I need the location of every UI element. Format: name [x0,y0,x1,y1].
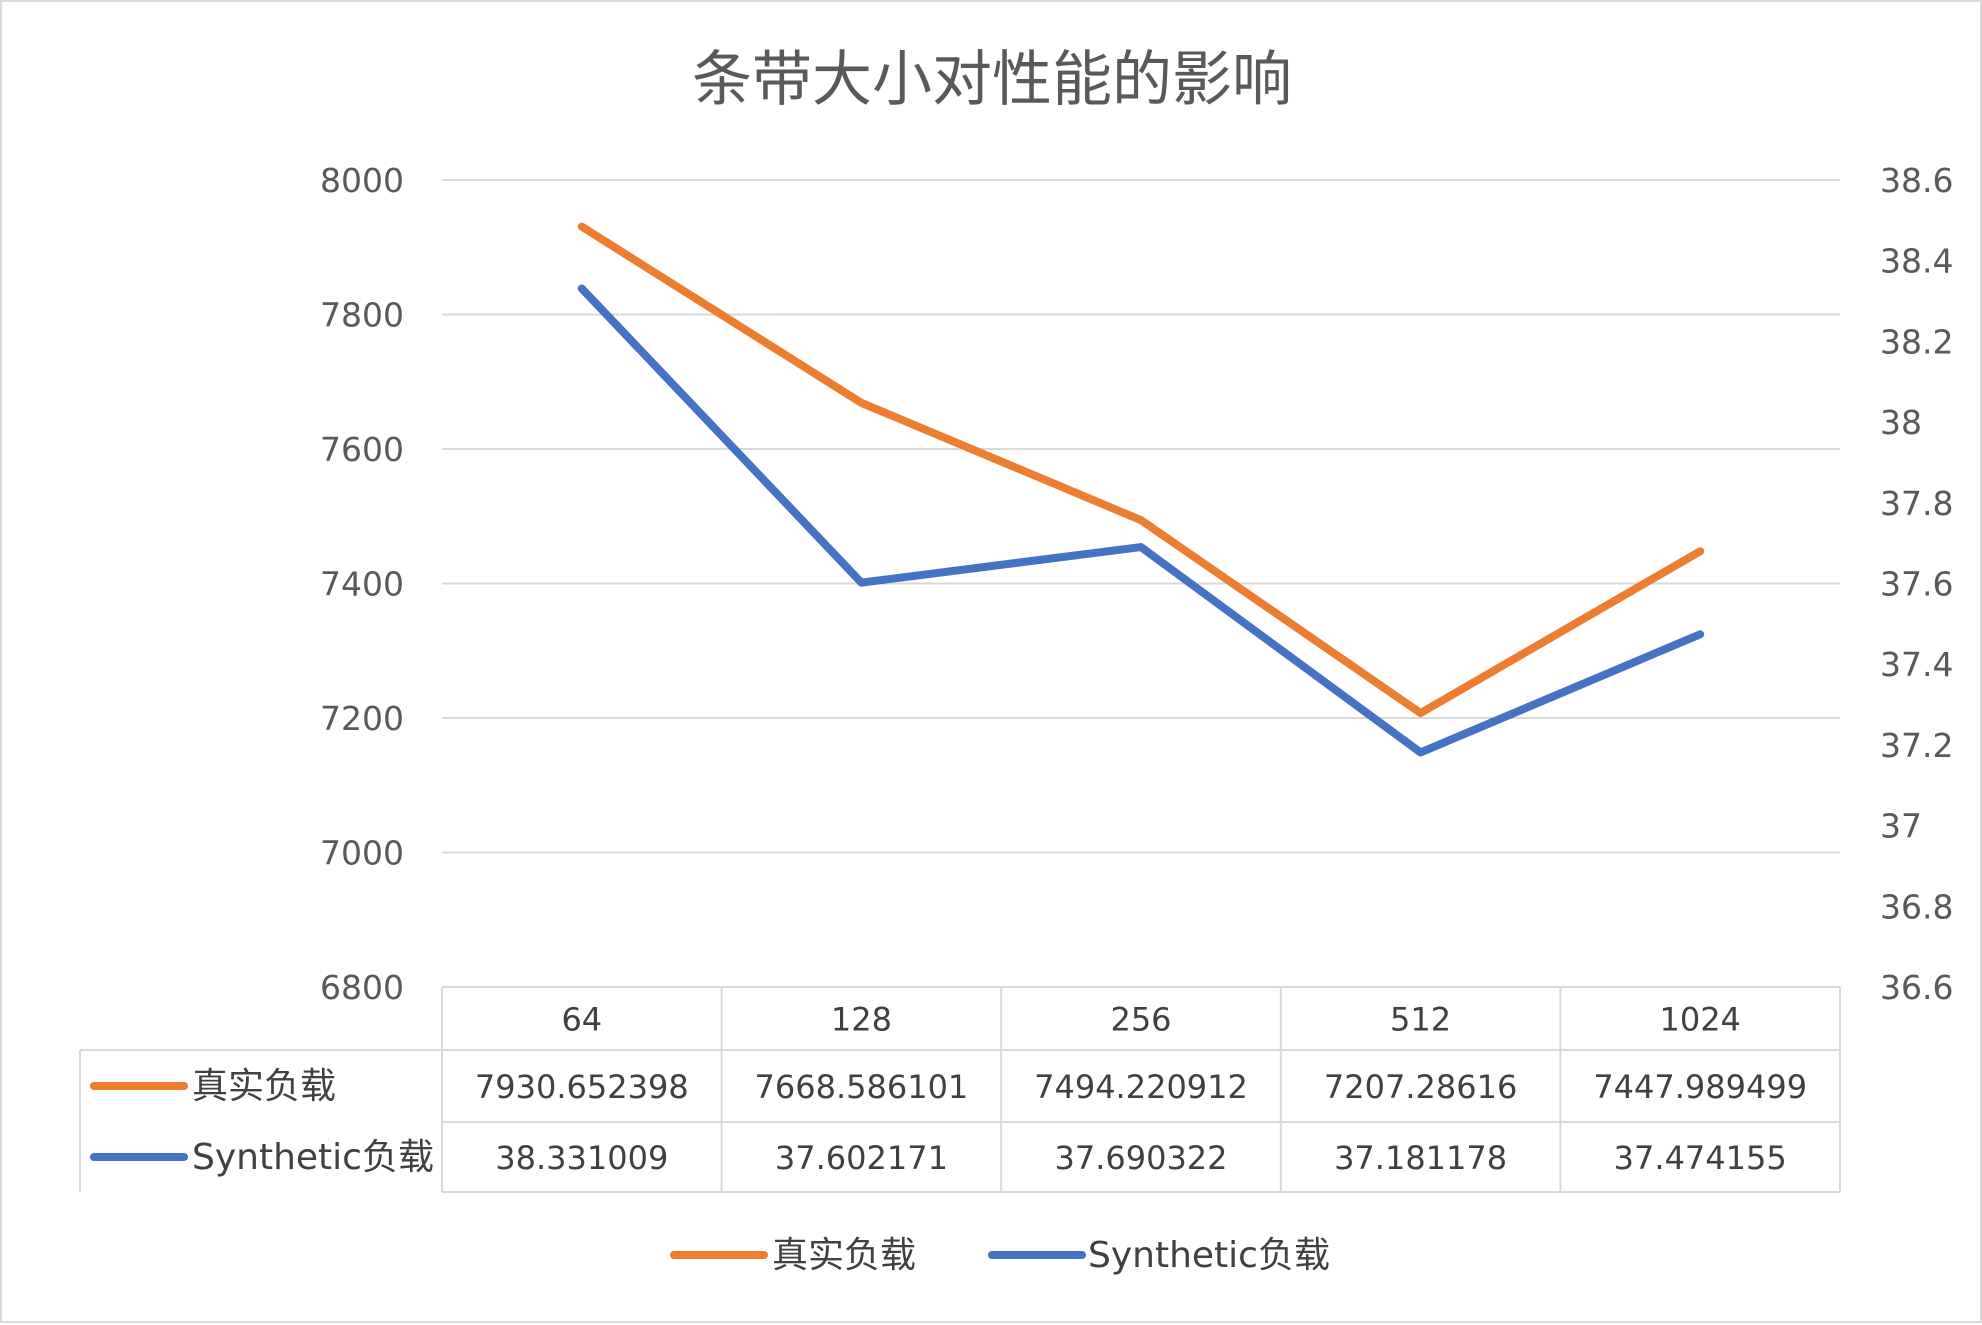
right-tick-label: 38.4 [1880,242,1953,281]
left-tick-label: 8000 [320,161,404,200]
right-tick-label: 37.4 [1880,645,1953,684]
right-axis-ticks: 38.6 38.4 38.2 38 37.8 37.6 37.4 37.2 37 36.8 36.6 [1880,161,1953,1007]
data-label: 7930.652398 [475,1068,689,1106]
data-label: 37.690322 [1054,1139,1227,1177]
data-label: 37.602171 [775,1139,948,1177]
table-series-name: 真实负载 [192,1066,336,1107]
x-tick-label: 512 [1390,1001,1451,1039]
data-label: 7494.220912 [1034,1068,1248,1106]
left-tick-label: 7200 [320,699,404,738]
left-tick-label: 6800 [320,968,404,1007]
right-tick-label: 38 [1880,403,1922,442]
right-tick-label: 37.2 [1880,726,1953,765]
legend-label-1: 真实负载 [772,1235,916,1276]
left-tick-label: 7400 [320,565,404,604]
x-tick-label: 64 [561,1001,602,1039]
data-label: 37.474155 [1614,1139,1787,1177]
left-tick-label: 7800 [320,296,404,335]
legend: 真实负载 Synthetic负载 [674,1235,1330,1276]
data-table: 64 128 256 512 1024 真实负载 7930.652398 7668.58610… [80,987,1840,1192]
right-tick-label: 37 [1880,807,1922,846]
right-tick-label: 36.8 [1880,887,1953,926]
left-axis-ticks: 8000 7800 7600 7400 7200 7000 6800 [320,161,404,1007]
right-tick-label: 37.8 [1880,484,1953,523]
legend-label-2: Synthetic负载 [1088,1235,1330,1276]
right-tick-label: 37.6 [1880,565,1953,604]
x-tick-label: 256 [1110,1001,1171,1039]
x-tick-label: 128 [831,1001,892,1039]
series-lines [582,227,1700,753]
x-tick-label: 1024 [1659,1001,1740,1039]
table-series-name: Synthetic负载 [192,1137,434,1178]
data-label: 7447.989499 [1593,1068,1807,1106]
data-label: 38.331009 [495,1139,668,1177]
data-label: 37.181178 [1334,1139,1507,1177]
chart-title: 条带大小对性能的影响 [692,45,1292,115]
data-label: 7668.586101 [755,1068,969,1106]
left-tick-label: 7000 [320,834,404,873]
right-tick-label: 38.6 [1880,161,1953,200]
left-tick-label: 7600 [320,430,404,469]
right-tick-label: 38.2 [1880,322,1953,361]
data-label: 7207.28616 [1324,1068,1517,1106]
right-tick-label: 36.6 [1880,968,1953,1007]
